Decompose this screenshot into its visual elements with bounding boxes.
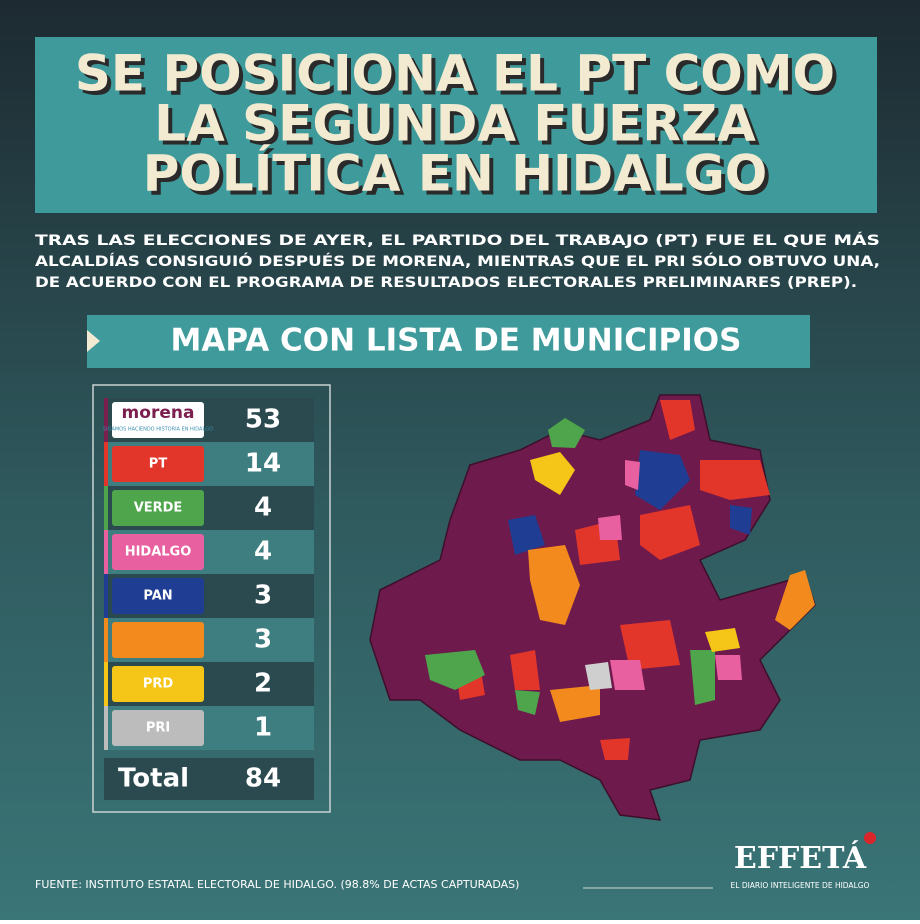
table: morena SIGAMOS HACIENDO HISTORIA EN HIDAL… bbox=[103, 398, 314, 800]
logo bbox=[112, 622, 204, 658]
region bbox=[550, 570, 815, 722]
row-stripe bbox=[104, 530, 108, 574]
row-stripe bbox=[104, 442, 108, 486]
logo bbox=[112, 578, 204, 614]
count: 4 bbox=[254, 493, 272, 523]
state-shape bbox=[369, 394, 816, 821]
banner-arrow bbox=[87, 330, 100, 352]
title-shadow: POLÍTICA EN HIDALGO bbox=[147, 148, 772, 207]
subtitle-line: DE ACUERDO CON EL PROGRAMA DE RESULTADOS… bbox=[35, 275, 857, 291]
logo bbox=[112, 666, 204, 702]
logo-text: PT bbox=[149, 457, 168, 472]
subtitle-line: TRAS LAS ELECCIONES DE AYER, EL PARTIDO … bbox=[35, 232, 880, 249]
title: SE POSICIONA EL PT COMO SE POSICIONA EL … bbox=[75, 45, 839, 207]
logo bbox=[112, 710, 204, 746]
tagline: EL DIARIO INTELIGENTE DE HIDALGO bbox=[731, 881, 870, 890]
logo bbox=[112, 402, 204, 438]
region bbox=[730, 505, 752, 535]
table-frame bbox=[92, 384, 331, 813]
section-banner bbox=[87, 315, 810, 368]
brand-accent bbox=[864, 832, 876, 844]
count: 1 bbox=[254, 713, 272, 743]
logo-text: PAN bbox=[143, 589, 172, 604]
title-shadow: SE POSICIONA EL PT COMO bbox=[79, 49, 839, 107]
map bbox=[369, 394, 816, 821]
footer: FUENTE: INSTITUTO ESTATAL ELECTORAL DE H… bbox=[35, 832, 876, 891]
total: 84 bbox=[245, 764, 281, 794]
section-title: MAPA CON LISTA DE MUNICIPIOS bbox=[171, 323, 742, 359]
logo-text: PRI bbox=[146, 721, 170, 736]
title-line: LA SEGUNDA FUERZA bbox=[154, 95, 756, 153]
source: FUENTE: INSTITUTO ESTATAL ELECTORAL DE H… bbox=[35, 878, 519, 891]
logo-text: VERDE bbox=[134, 501, 183, 516]
title-line: POLÍTICA EN HIDALGO bbox=[143, 144, 768, 203]
region bbox=[528, 545, 580, 625]
total-label: Total bbox=[118, 764, 189, 794]
title-shadow: LA SEGUNDA FUERZA bbox=[158, 99, 760, 157]
region bbox=[530, 452, 575, 495]
logo-subtext: SIGAMOS HACIENDO HISTORIA EN HIDALGO bbox=[103, 427, 213, 433]
logo-text: HIDALGO bbox=[125, 545, 192, 560]
region bbox=[598, 460, 742, 690]
subtitle-line: ALCALDÍAS CONSIGUIÓ DESPUÉS DE MORENA, M… bbox=[35, 252, 880, 270]
row-stripe bbox=[104, 398, 108, 442]
region bbox=[705, 628, 740, 652]
count: 14 bbox=[245, 449, 281, 479]
count: 3 bbox=[254, 625, 272, 655]
count: 4 bbox=[254, 537, 272, 567]
brand: EFFETÁ bbox=[734, 840, 867, 876]
count: 3 bbox=[254, 581, 272, 611]
title-box bbox=[35, 37, 877, 213]
region bbox=[425, 650, 715, 715]
region bbox=[455, 400, 770, 760]
logo bbox=[112, 490, 204, 526]
region bbox=[635, 450, 690, 510]
logo bbox=[112, 534, 204, 570]
title-line: SE POSICIONA EL PT COMO bbox=[75, 45, 835, 103]
region bbox=[585, 662, 612, 690]
logo-text: morena bbox=[122, 403, 195, 423]
row-stripe bbox=[104, 574, 108, 618]
row-stripe bbox=[104, 662, 108, 706]
count: 2 bbox=[254, 669, 272, 699]
row-stripe bbox=[104, 486, 108, 530]
count: 53 bbox=[245, 405, 281, 435]
row-stripe bbox=[104, 618, 108, 662]
subtitle: TRAS LAS ELECCIONES DE AYER, EL PARTIDO … bbox=[35, 232, 880, 291]
logo bbox=[112, 446, 204, 482]
row-stripe bbox=[104, 706, 108, 750]
total-bg bbox=[104, 758, 314, 800]
region bbox=[508, 515, 545, 555]
logo-text: PRD bbox=[143, 677, 174, 692]
region bbox=[548, 418, 585, 448]
